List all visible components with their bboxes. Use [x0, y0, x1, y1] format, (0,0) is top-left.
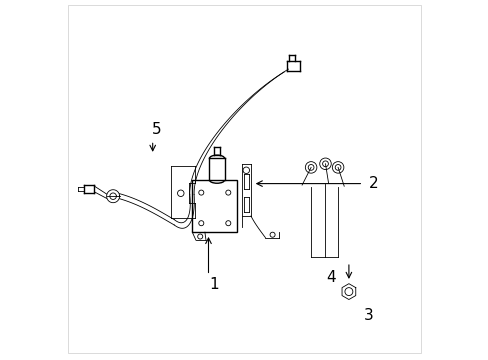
Text: 1: 1	[209, 277, 218, 292]
Text: 4: 4	[325, 270, 335, 285]
Text: 3: 3	[363, 307, 373, 323]
Text: 2: 2	[368, 176, 378, 191]
Text: 5: 5	[151, 122, 161, 137]
Bar	[192, 180, 237, 232]
